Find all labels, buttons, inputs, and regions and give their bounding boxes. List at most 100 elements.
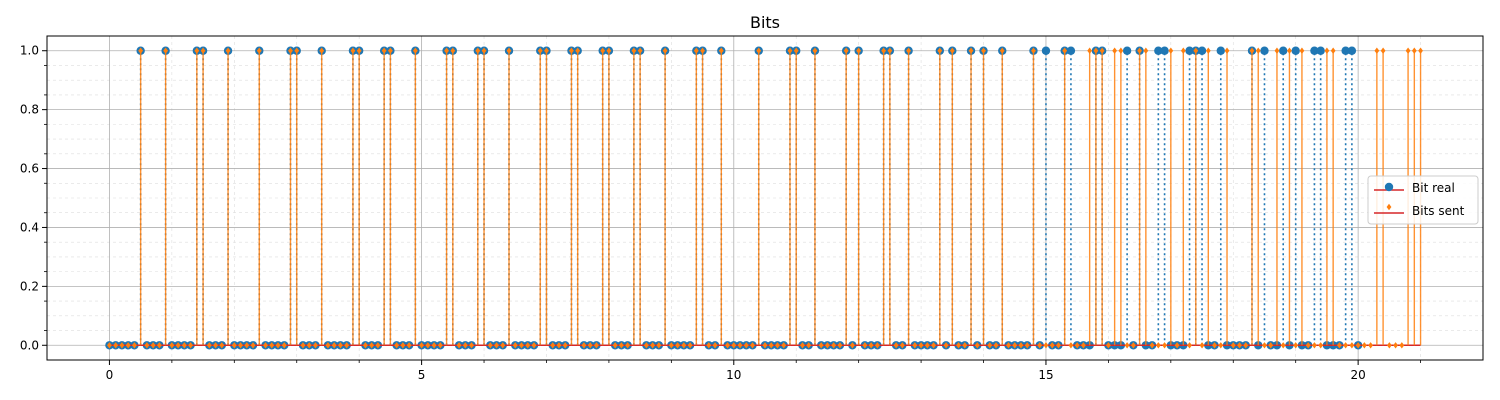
marker-bits-sent — [213, 342, 218, 349]
x-tick-label: 5 — [418, 368, 426, 382]
marker-bits-sent — [1018, 342, 1024, 349]
marker-bits-sent — [500, 342, 506, 349]
marker-bits-sent — [125, 342, 131, 349]
marker-bits-sent — [1393, 342, 1398, 349]
marker-bits-sent — [750, 342, 755, 349]
marker-bits-sent — [394, 342, 400, 349]
x-tick-label: 10 — [726, 368, 741, 382]
marker-bits-sent — [1162, 342, 1167, 349]
marker-bits-sent — [238, 342, 243, 349]
marker-bits-sent — [1237, 342, 1242, 349]
marker-bits-sent — [1262, 342, 1267, 349]
y-tick-label: 0.6 — [20, 162, 39, 176]
y-tick-label: 1.0 — [20, 44, 39, 58]
marker-bits-sent — [487, 342, 493, 349]
marker-bits-sent — [1249, 47, 1255, 54]
marker-bits-sent — [562, 342, 568, 349]
marker-bits-sent — [1399, 342, 1405, 349]
marker-bits-sent — [800, 342, 805, 349]
legend-box — [1367, 175, 1479, 225]
marker-bits-sent — [462, 342, 468, 349]
marker-bits-sent — [1068, 342, 1074, 349]
marker-bits-sent — [656, 342, 662, 349]
marker-bits-sent — [188, 342, 193, 349]
marker-bits-sent — [793, 47, 799, 54]
marker-bits-sent — [275, 342, 281, 349]
marker-bit-real — [1260, 46, 1269, 55]
marker-bits-sent — [1218, 342, 1224, 349]
marker-bits-sent — [269, 342, 275, 349]
marker-bits-sent — [718, 47, 724, 54]
marker-bits-sent — [650, 342, 656, 349]
grid-layer — [47, 36, 1483, 360]
marker-bits-sent — [512, 342, 518, 349]
marker-bits-sent — [781, 342, 787, 349]
marker-bits-sent — [1287, 47, 1292, 54]
marker-bits-sent — [887, 47, 893, 54]
marker-bits-sent — [850, 342, 855, 349]
marker-bits-sent — [1343, 342, 1349, 349]
marker-bits-sent — [175, 342, 181, 349]
marker-bit-real — [1341, 46, 1350, 55]
marker-bits-sent — [550, 342, 556, 349]
marker-bits-sent — [681, 342, 687, 349]
legend-marker-bits-sent — [1386, 203, 1392, 211]
marker-bits-sent — [775, 342, 780, 349]
marker-bits-sent — [1418, 47, 1423, 54]
marker-bit-real — [1185, 46, 1194, 55]
marker-bits-sent — [762, 342, 768, 349]
marker-bits-sent — [693, 47, 699, 54]
legend-label-bit-real: Bit real — [1412, 181, 1455, 195]
marker-bits-sent — [300, 342, 306, 349]
marker-bits-sent — [1024, 342, 1030, 349]
marker-bits-sent — [625, 342, 631, 349]
marker-bits-sent — [587, 342, 593, 349]
marker-bits-sent — [325, 342, 331, 349]
marker-bits-sent — [306, 342, 312, 349]
marker-bits-sent — [194, 47, 200, 54]
marker-bits-sent — [406, 342, 412, 349]
marker-bits-sent — [363, 342, 368, 349]
marker-bits-sent — [962, 342, 968, 349]
marker-bits-sent — [1299, 47, 1305, 54]
chart-title: Bits — [750, 13, 780, 32]
marker-bits-sent — [1374, 47, 1380, 54]
marker-bits-sent — [475, 47, 481, 54]
marker-bits-sent — [700, 47, 705, 54]
marker-bits-sent — [768, 342, 774, 349]
marker-bits-sent — [150, 342, 156, 349]
marker-bits-sent — [225, 47, 231, 54]
marker-bits-sent — [119, 342, 125, 349]
marker-bits-sent — [313, 342, 318, 349]
marker-bits-sent — [331, 342, 337, 349]
marker-bits-sent — [450, 47, 456, 54]
marker-bits-sent — [163, 47, 169, 54]
marker-bits-sent — [1124, 342, 1130, 349]
marker-bits-sent — [1324, 47, 1330, 54]
marker-bits-sent — [1349, 342, 1355, 349]
marker-bits-sent — [1293, 342, 1299, 349]
marker-bits-sent — [456, 342, 462, 349]
marker-bits-sent — [943, 342, 949, 349]
marker-bits-sent — [868, 342, 874, 349]
marker-bits-sent — [444, 47, 449, 54]
x-tick-label: 0 — [106, 368, 114, 382]
marker-bits-sent — [1212, 342, 1217, 349]
marker-bits-sent — [993, 342, 999, 349]
marker-bits-sent — [244, 342, 250, 349]
marker-bits-sent — [906, 47, 911, 54]
marker-bit-real — [1160, 46, 1169, 55]
marker-bits-sent — [1330, 47, 1336, 54]
marker-bits-sent — [831, 342, 837, 349]
marker-bits-sent — [1006, 342, 1011, 349]
marker-bits-sent — [281, 342, 287, 349]
marker-bits-sent — [706, 342, 712, 349]
marker-bits-sent — [1105, 342, 1111, 349]
marker-bits-sent — [1337, 342, 1342, 349]
marker-bits-sent — [531, 342, 537, 349]
marker-bits-sent — [138, 47, 144, 54]
marker-bits-sent — [606, 47, 612, 54]
marker-bits-sent — [1243, 342, 1249, 349]
marker-bits-sent — [731, 342, 737, 349]
marker-bit-real — [1291, 46, 1300, 55]
